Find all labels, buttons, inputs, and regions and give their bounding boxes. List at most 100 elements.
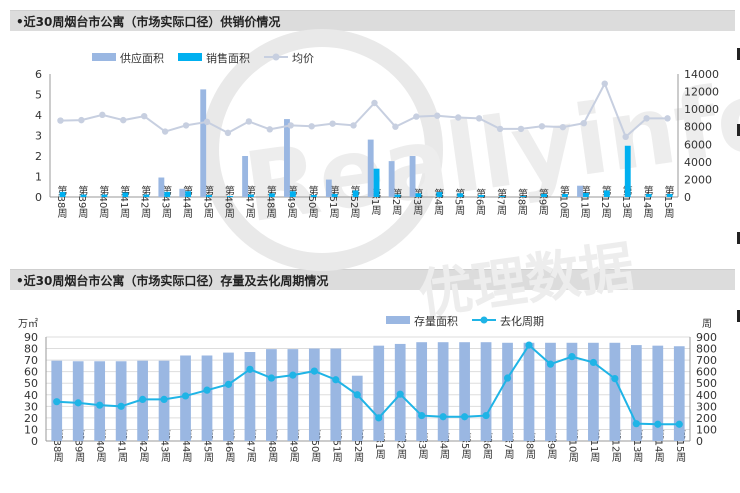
y-right-tick-label: 10000 [684,103,719,116]
stock-bar [244,352,256,441]
cycle-point [482,411,490,420]
x-tick-label: 第10周 [557,184,569,219]
y-right-tick-label: 0 [684,191,691,204]
supply-bar [158,177,165,197]
y-right-tick-label: 900 [696,331,717,344]
y-right-tick-label: 2000 [684,173,712,186]
sales-bar [624,145,631,197]
stock-bar [223,352,234,441]
sales-bar [541,193,547,197]
supply-bar [388,161,395,197]
stock-bar [502,342,513,441]
y-left-tick-label: 3 [35,130,42,143]
y-right-tick-label: 8000 [684,121,712,134]
y-right-tick-label: 400 [696,389,717,402]
cycle-point [461,413,469,421]
avg-price-point [643,115,650,122]
y-left-unit: 万㎡ [18,318,38,330]
cycle-point [568,353,576,361]
y-left-tick-label: 1 [35,171,42,184]
chart2-title: •近30周烟台市公寓（市场实际口径）存量及去化周期情况 [16,274,329,288]
sales-bar [457,193,464,197]
supply-bar [577,185,583,197]
x-tick-label: 第14周 [641,184,653,219]
y-right-unit: 周 [702,318,712,330]
y-right-tick-label: 700 [696,354,717,367]
supply-bar [284,119,290,197]
cycle-point [375,414,383,422]
sales-bar [268,193,275,197]
x-tick-label: 第39周 [76,184,88,219]
stock-bar [94,361,106,441]
stock-bar [351,375,363,441]
edge-mark [737,310,740,322]
x-tick-label: 第42周 [139,184,151,219]
sales-bar [582,192,589,197]
avg-price-point [287,122,294,129]
sales-bar [394,194,401,197]
cycle-point [611,375,619,383]
avg-price-point [203,118,211,126]
legend-label: 销售面积 [206,51,250,65]
avg-price-point [99,111,106,119]
y-right-tick-label: 300 [696,400,717,413]
stock-bar [609,342,621,441]
avg-price-line [60,81,668,139]
sales-bar [164,191,171,197]
x-tick-label: 第4周 [432,188,444,216]
stock-bar [330,348,342,441]
sales-bar [373,168,380,197]
cycle-point [181,392,190,400]
cycle-point [74,399,82,407]
y-right-tick-label: 14000 [684,68,719,81]
avg-price-point [622,133,629,141]
sales-bar [310,194,317,197]
x-tick-label: 第48周 [264,184,276,219]
cycle-point [289,371,297,379]
sales-bar [666,193,673,197]
chart1-title: •近30周烟台市公寓（市场实际口径）供销价情况 [16,15,281,29]
sales-bar [122,192,129,197]
supply-sales-price-chart: 0 1 2 3 4 5 6 0 2000 4000 6000 8000 10000 12000 14000 第… [35,51,719,219]
chart1-title-bar: •近30周烟台市公寓（市场实际口径）供销价情况 [10,10,735,31]
y-right-tick-label: 0 [696,435,703,448]
cycle-point [267,374,275,382]
sales-bar [101,194,108,197]
sales-bar [436,192,443,197]
y-left-tick-label: 0 [31,435,38,448]
sales-bar [206,194,213,197]
supply-bar [200,89,207,197]
stock-bar [373,345,385,441]
cycle-point [396,390,404,398]
avg-price-point [434,112,441,119]
sales-bar [331,193,338,197]
avg-price-point [580,120,587,127]
avg-price-point [496,125,504,133]
stock-bar [588,342,599,441]
stock-bar [437,342,449,441]
y-left-tick-label: 5 [35,89,42,102]
cycle-point [418,411,426,420]
cycle-point [96,401,104,409]
cycle-line [56,343,680,426]
avg-price-point [329,120,336,127]
stock-bar [523,342,535,441]
x-tick-label: 第7周 [495,188,507,216]
cycle-point [160,395,168,403]
y-left-tick-label: 80 [24,343,38,356]
avg-price-point [517,125,525,133]
supply-bar [242,156,249,197]
sales-bar [248,194,254,197]
stock-cycle-chart: 0102030405060708090010020030040050060070… [18,314,717,463]
y-left-tick-label: 10 [24,423,38,436]
y-left-tick-label: 50 [24,377,38,390]
avg-price-point [120,116,127,124]
chart2-title-bar: •近30周烟台市公寓（市场实际口径）存量及去化周期情况 [10,269,735,290]
x-tick-label: 第46周 [222,184,234,219]
sales-bar [562,193,568,197]
y-left-tick-label: 40 [24,389,38,402]
stock-bar [287,349,299,441]
stock-bar [459,342,470,441]
x-tick-label: 第9周 [536,188,548,216]
sales-bar [227,195,233,197]
